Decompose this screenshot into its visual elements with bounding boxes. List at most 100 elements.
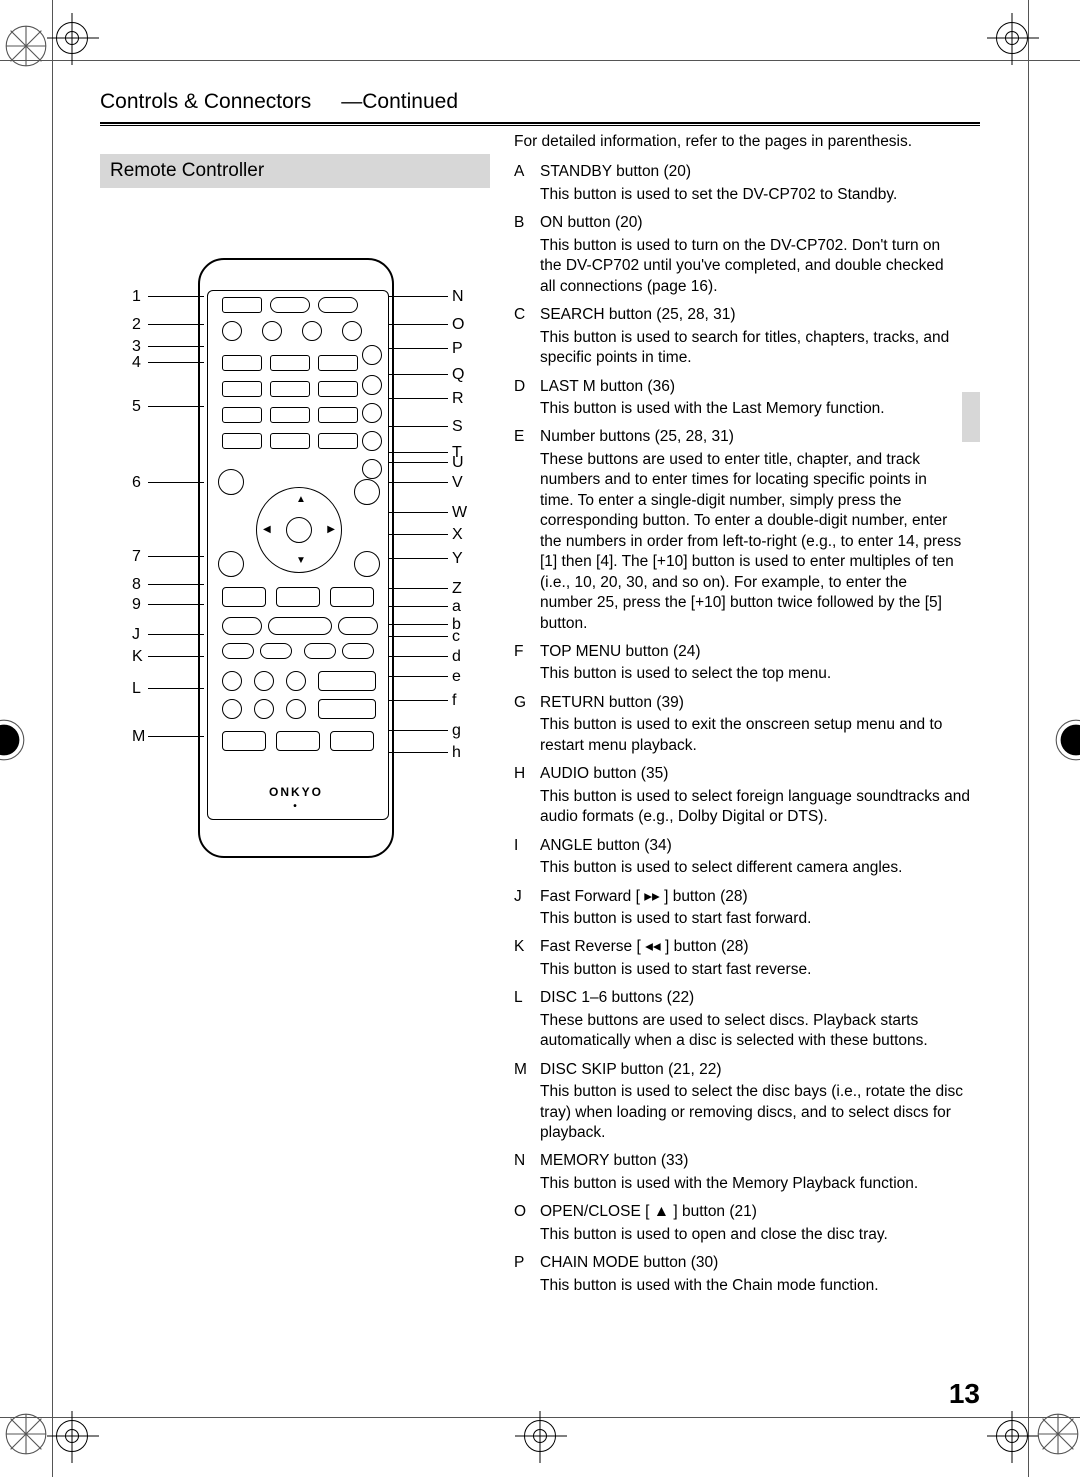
side-orb-ml [0, 718, 26, 762]
lead-label-right: f [452, 692, 456, 710]
reg-mark-bc [524, 1420, 556, 1452]
item-title: Fast Forward [ ▸▸ ] button (28) [540, 887, 980, 907]
lead-label-left: L [132, 680, 141, 698]
reg-mark-tr [996, 22, 1028, 54]
side-orb-br [1036, 1412, 1080, 1456]
item-label: N [514, 1151, 540, 1194]
lead-line [388, 752, 448, 753]
item-label: P [514, 1253, 540, 1296]
lead-line [148, 688, 204, 689]
item-body: LAST M button (36)This button is used wi… [540, 377, 962, 420]
item-desc: This button is used with the Memory Play… [540, 1174, 980, 1194]
lead-line [388, 482, 448, 483]
lead-label-right: N [452, 288, 464, 306]
item-body: Fast Forward [ ▸▸ ] button (28)This butt… [540, 887, 980, 930]
lead-line [388, 452, 448, 453]
definition-item: DLAST M button (36)This button is used w… [514, 377, 962, 420]
lead-label-left: 1 [132, 288, 141, 306]
item-desc: This button is used to turn on the DV-CP… [540, 236, 962, 297]
lead-label-left: 5 [132, 398, 141, 416]
item-desc: This button is used with the Last Memory… [540, 399, 962, 419]
item-title: SEARCH button (25, 28, 31) [540, 305, 962, 325]
lead-line [388, 296, 448, 297]
item-body: RETURN button (39)This button is used to… [540, 693, 980, 756]
definition-item: LDISC 1–6 buttons (22)These buttons are … [514, 988, 980, 1051]
item-label: E [514, 427, 540, 634]
lead-label-left: K [132, 648, 143, 666]
item-title: CHAIN MODE button (30) [540, 1253, 980, 1273]
item-title: ANGLE button (34) [540, 836, 980, 856]
lead-line [388, 730, 448, 731]
lead-line [148, 346, 204, 347]
heading-rule [100, 122, 980, 126]
item-body: Number buttons (25, 28, 31)These buttons… [540, 427, 962, 634]
lead-line [388, 606, 448, 607]
section-heading: Controls & Connectors —Continued [100, 90, 980, 114]
item-body: DISC SKIP button (21, 22)This button is … [540, 1060, 980, 1144]
item-desc: These buttons are used to enter title, c… [540, 450, 962, 634]
item-body: MEMORY button (33)This button is used wi… [540, 1151, 980, 1194]
item-body: ANGLE button (34)This button is used to … [540, 836, 980, 879]
item-body: SEARCH button (25, 28, 31)This button is… [540, 305, 962, 368]
lead-label-left: 6 [132, 474, 141, 492]
lead-line [388, 348, 448, 349]
lead-label-left: 9 [132, 596, 141, 614]
lead-label-left: 2 [132, 316, 141, 334]
lead-label-right: S [452, 418, 463, 436]
item-body: TOP MENU button (24)This button is used … [540, 642, 980, 685]
section-title: Controls & Connectors [100, 90, 311, 114]
item-label: I [514, 836, 540, 879]
item-label: H [514, 764, 540, 827]
lead-label-left: M [132, 728, 145, 746]
lead-label-right: c [452, 628, 460, 646]
item-desc: This button is used with the Chain mode … [540, 1276, 980, 1296]
section-continued: —Continued [341, 90, 458, 114]
lead-line [148, 736, 204, 737]
dpad: ▲ ▼ ◀ ▶ [256, 487, 342, 573]
item-title: OPEN/CLOSE [ ▲ ] button (21) [540, 1202, 980, 1222]
lead-line [388, 398, 448, 399]
lead-line [148, 584, 204, 585]
item-label: K [514, 937, 540, 980]
item-label: C [514, 305, 540, 368]
definition-item: JFast Forward [ ▸▸ ] button (28)This but… [514, 887, 980, 930]
item-desc: This button is used to select different … [540, 858, 980, 878]
item-desc: This button is used to open and close th… [540, 1225, 980, 1245]
subsection-title: Remote Controller [100, 154, 490, 188]
lead-line [388, 624, 448, 625]
lead-label-right: U [452, 454, 464, 472]
lead-label-right: R [452, 390, 464, 408]
item-body: Fast Reverse [ ◂◂ ] button (28)This butt… [540, 937, 980, 980]
lead-line [388, 636, 448, 637]
lead-line [148, 482, 204, 483]
reg-mark-tl [56, 22, 88, 54]
lead-label-right: X [452, 526, 463, 544]
item-title: Fast Reverse [ ◂◂ ] button (28) [540, 937, 980, 957]
item-label: B [514, 213, 540, 297]
lead-label-left: 4 [132, 354, 141, 372]
lead-label-left: 7 [132, 548, 141, 566]
definition-item: OOPEN/CLOSE [ ▲ ] button (21)This button… [514, 1202, 980, 1245]
lead-label-right: g [452, 722, 461, 740]
definition-item: CSEARCH button (25, 28, 31)This button i… [514, 305, 962, 368]
item-body: OPEN/CLOSE [ ▲ ] button (21) This button … [540, 1202, 980, 1245]
remote-diagram: ▲ ▼ ◀ ▶ [100, 258, 490, 898]
lead-line [388, 426, 448, 427]
lead-line [148, 362, 204, 363]
item-body: CHAIN MODE button (30) This button is use… [540, 1253, 980, 1296]
item-label: A [514, 162, 540, 205]
side-orb-mr [1054, 718, 1080, 762]
lead-line [148, 634, 204, 635]
item-label: J [514, 887, 540, 930]
item-title: ON button (20) [540, 213, 962, 233]
lead-line [148, 296, 204, 297]
item-desc: These buttons are used to select discs. … [540, 1011, 980, 1052]
lead-label-left: J [132, 626, 140, 644]
side-orb-bl [4, 1412, 48, 1456]
intro-text: For detailed information, refer to the p… [514, 132, 980, 152]
item-label: F [514, 642, 540, 685]
lead-line [388, 374, 448, 375]
right-column: For detailed information, refer to the p… [514, 132, 980, 1304]
lead-line [388, 700, 448, 701]
lead-label-right: O [452, 316, 464, 334]
